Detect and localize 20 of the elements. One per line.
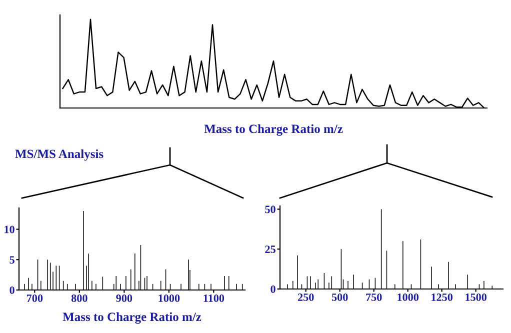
y-tick-label: 25 [265,246,276,254]
x-tick-label: 1100 [204,294,224,302]
x-tick-label: 700 [26,294,43,302]
y-tick-label: 50 [265,206,276,214]
x-tick-label: 1250 [432,293,452,301]
y-tick-label: 0 [10,286,14,294]
x-tick-label: 1000 [398,293,419,301]
y-tick-label: 5 [10,256,14,264]
x-tick-label: 750 [366,293,382,301]
x-tick-label: 250 [298,293,314,301]
y-tick-label: 10 [4,226,14,234]
x-tick-label: 1500 [466,293,486,301]
x-tick-label: 1000 [158,294,180,302]
x-tick-label: 800 [71,294,88,302]
x-axis-title: Mass to Charge Ratio m/z [204,124,343,136]
x-tick-label: 900 [116,294,132,302]
x-axis-title: Mass to Charge Ratio m/z [62,312,202,324]
x-tick-label: 500 [332,293,348,301]
text: MS/MS Analysis [15,149,104,161]
y-tick-label: 0 [270,285,276,293]
